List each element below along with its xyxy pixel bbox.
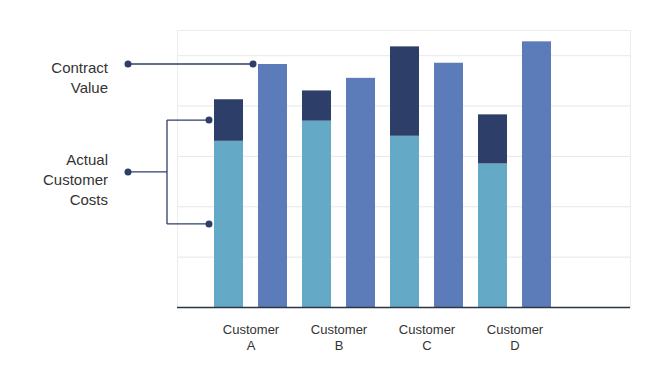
svg-text:ContractValue: ContractValue xyxy=(51,59,109,96)
svg-text:CustomerA: CustomerA xyxy=(223,321,280,353)
svg-text:CustomerD: CustomerD xyxy=(487,321,544,353)
svg-text:ActualCustomerCosts: ActualCustomerCosts xyxy=(43,151,108,208)
svg-text:CustomerB: CustomerB xyxy=(311,321,368,353)
svg-text:CustomerC: CustomerC xyxy=(399,321,456,353)
